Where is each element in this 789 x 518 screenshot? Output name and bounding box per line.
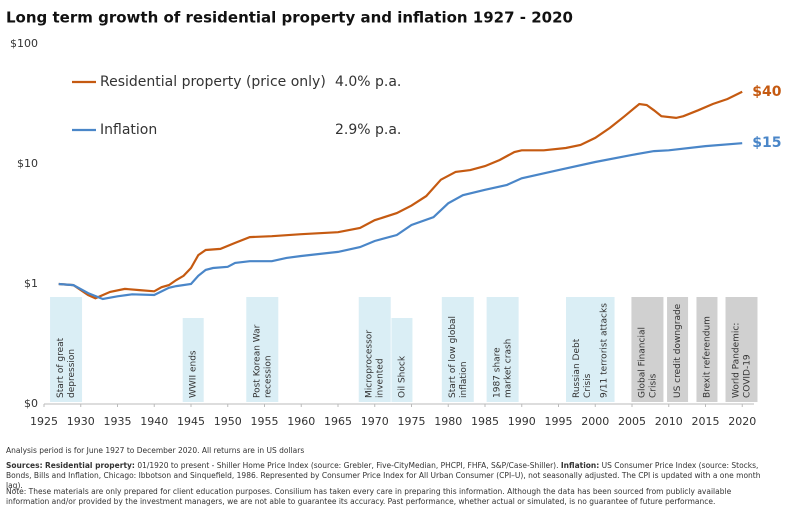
event-label: invented xyxy=(376,358,386,398)
x-tick-label: 1975 xyxy=(397,415,425,428)
event-label: WWII ends xyxy=(189,350,199,398)
event-box xyxy=(486,297,519,402)
event-label: 9/11 terrorist attacks xyxy=(600,303,610,398)
legend-rate: 2.9% p.a. xyxy=(335,122,401,138)
event-label: Crisis xyxy=(583,373,593,398)
event-label: World Pandemic: xyxy=(732,323,742,398)
x-tick-label: 1945 xyxy=(177,415,205,428)
disclaimer: Note: These materials are only prepared … xyxy=(6,487,732,506)
event-box xyxy=(667,297,689,402)
event-label: US credit downgrade xyxy=(673,303,683,398)
event-label: Crisis xyxy=(648,373,658,398)
event-box xyxy=(566,297,599,402)
property-label: Residential property: xyxy=(44,461,135,470)
x-tick-label: 1970 xyxy=(361,415,389,428)
x-tick-label: 1925 xyxy=(30,415,58,428)
event-label: market crash xyxy=(504,339,514,398)
x-tick-label: 2000 xyxy=(581,415,609,428)
x-tick-label: 2015 xyxy=(691,415,719,428)
x-tick-label: 1935 xyxy=(103,415,131,428)
event-box xyxy=(246,297,279,402)
event-box xyxy=(182,318,204,402)
inflation-text: US Consumer Price Index (source: Stocks,… xyxy=(6,461,761,490)
event-box xyxy=(593,297,615,402)
event-label: Brexit referendum xyxy=(702,316,712,398)
x-tick-label: 1955 xyxy=(250,415,278,428)
event-label: Post Korean War xyxy=(252,324,262,398)
event-label: Start of great xyxy=(56,337,66,398)
x-tick-label: 1940 xyxy=(140,415,168,428)
event-box xyxy=(441,297,474,402)
x-tick-label: 1990 xyxy=(508,415,536,428)
event-label: COVID-19 xyxy=(743,354,753,398)
x-tick-label: 1950 xyxy=(214,415,242,428)
event-box xyxy=(696,297,718,402)
series-line xyxy=(58,142,743,301)
y-tick-label: $0 xyxy=(24,397,38,410)
event-box xyxy=(358,297,391,402)
event-label: depression xyxy=(67,349,77,398)
x-tick-label: 1965 xyxy=(324,415,352,428)
x-tick-label: 1980 xyxy=(434,415,462,428)
event-box xyxy=(391,318,413,402)
legend-rate: 4.0% p.a. xyxy=(335,74,401,90)
sources-note: Sources: Residential property: 01/1920 t… xyxy=(6,461,776,491)
sources-label: Sources: xyxy=(6,461,43,470)
chart: Long term growth of residential property… xyxy=(6,9,782,429)
x-tick-label: 2020 xyxy=(728,415,756,428)
period-note: Analysis period is for June 1927 to Dece… xyxy=(6,446,305,455)
x-tick-label: 2005 xyxy=(618,415,646,428)
event-label: Global Financial xyxy=(637,327,647,398)
event-label: Oil Shock xyxy=(397,355,407,398)
event-label: Microprocessor xyxy=(365,330,375,398)
event-box xyxy=(50,297,83,402)
series-line xyxy=(58,90,743,300)
legend-label: Residential property (price only) xyxy=(100,74,326,90)
y-tick-label: $10 xyxy=(17,157,38,170)
x-tick-label: 2010 xyxy=(655,415,683,428)
x-tick-label: 1985 xyxy=(471,415,499,428)
end-label: $40 xyxy=(752,84,781,100)
legend-label: Inflation xyxy=(100,122,157,138)
event-label: inflation xyxy=(459,361,469,398)
event-box xyxy=(725,297,758,402)
event-label: recession xyxy=(263,355,273,398)
event-label: Russian Debt xyxy=(572,338,582,398)
x-tick-label: 1995 xyxy=(544,415,572,428)
end-label: $15 xyxy=(752,135,781,151)
event-label: 1987 share xyxy=(493,347,503,398)
x-tick-label: 1960 xyxy=(287,415,315,428)
y-tick-label: $100 xyxy=(10,37,38,50)
y-tick-label: $1 xyxy=(24,277,38,290)
chart-title: Long term growth of residential property… xyxy=(6,9,573,27)
event-box xyxy=(631,297,664,402)
event-label: Start of low global xyxy=(448,316,458,398)
inflation-label: Inflation: xyxy=(560,461,600,470)
x-tick-label: 1930 xyxy=(67,415,95,428)
property-text: 01/1920 to present - Shiller Home Price … xyxy=(134,461,561,470)
